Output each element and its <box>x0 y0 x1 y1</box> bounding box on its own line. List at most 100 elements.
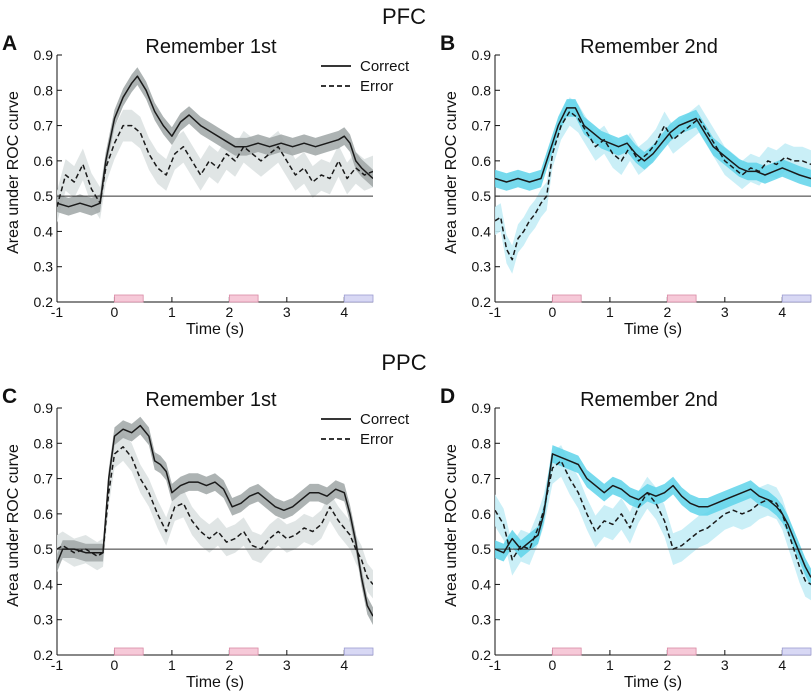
panel-c: C Remember 1st 0.2 0.3 0.4 0.5 0.6 0.7 0.8 0.9 -1 0… <box>2 385 410 691</box>
y-tick-label: 0.9 <box>34 400 54 416</box>
x-axis-label: Time (s) <box>624 674 682 691</box>
stimulus-marker <box>114 647 144 656</box>
stimulus-marker <box>228 294 259 303</box>
x-tick-label: 2 <box>663 657 671 673</box>
x-axis-label: Time (s) <box>186 321 244 338</box>
y-tick-label: 0.6 <box>34 153 54 169</box>
y-tick-label: 0.5 <box>34 541 54 557</box>
panel-title: Remember 1st <box>145 389 277 411</box>
x-tick-label: 4 <box>778 657 786 673</box>
panel-b: B Remember 2nd 0.2 0.3 0.4 0.5 0.6 0.7 0.8 0.9 -1 0… <box>440 32 812 338</box>
y-tick-label: 0.4 <box>472 223 492 239</box>
x-tick-label: 4 <box>340 657 348 673</box>
x-tick-label: -1 <box>51 657 64 673</box>
x-tick-label: 2 <box>225 304 233 320</box>
y-tick-label: 0.2 <box>34 294 54 310</box>
x-tick-label: 1 <box>606 304 614 320</box>
y-tick-label: 0.3 <box>34 612 54 628</box>
y-tick-label: 0.6 <box>472 506 492 522</box>
x-tick-label: -1 <box>51 304 64 320</box>
y-tick-label: 0.7 <box>472 471 492 487</box>
x-tick-label: 1 <box>168 657 176 673</box>
panel-title: Remember 1st <box>145 36 277 58</box>
x-tick-label: 3 <box>283 657 291 673</box>
y-tick-label: 0.5 <box>34 188 54 204</box>
band-error <box>495 445 811 601</box>
series-line-correct <box>57 424 373 617</box>
x-tick-label: 4 <box>778 304 786 320</box>
y-tick-label: 0.9 <box>472 47 492 63</box>
panel-letter: A <box>2 32 17 55</box>
x-tick-label: 1 <box>168 304 176 320</box>
panel-d: D Remember 2nd 0.2 0.3 0.4 0.5 0.6 0.7 0.8 0.9 -1 0… <box>440 385 812 691</box>
y-tick-label: 0.9 <box>472 400 492 416</box>
y-axis-label: Area under ROC curve <box>443 444 460 607</box>
legend: Correct Error <box>321 411 410 448</box>
band-correct <box>495 99 811 191</box>
y-tick-label: 0.7 <box>34 118 54 134</box>
x-tick-label: 2 <box>663 304 671 320</box>
panel-letter: D <box>440 385 455 408</box>
x-tick-label: 3 <box>721 304 729 320</box>
x-tick-label: 0 <box>549 304 557 320</box>
stimulus-marker <box>666 294 697 303</box>
stimulus-marker <box>343 647 374 656</box>
x-tick-label: -1 <box>489 304 502 320</box>
x-tick-label: -1 <box>489 657 502 673</box>
stimulus-marker <box>343 294 374 303</box>
x-axis-label: Time (s) <box>624 321 682 338</box>
y-tick-label: 0.9 <box>34 47 54 63</box>
stimulus-marker <box>666 647 697 656</box>
stimulus-marker <box>781 647 812 656</box>
series-line-error <box>495 460 811 586</box>
x-tick-label: 0 <box>111 657 119 673</box>
y-tick-label: 0.5 <box>472 541 492 557</box>
series-line-error <box>57 124 373 207</box>
plot-area <box>57 416 373 625</box>
series-line-correct <box>495 107 811 183</box>
series-line-error <box>57 446 373 585</box>
y-tick-label: 0.2 <box>472 647 492 663</box>
plot-area <box>495 445 811 601</box>
legend-label-error: Error <box>360 431 393 448</box>
series-line-correct <box>57 75 373 208</box>
y-tick-label: 0.8 <box>472 82 492 98</box>
legend-label-correct: Correct <box>360 411 410 428</box>
y-tick-label: 0.2 <box>472 294 492 310</box>
stimulus-marker <box>228 647 259 656</box>
band-error <box>57 432 373 599</box>
y-tick-label: 0.3 <box>34 259 54 275</box>
series-line-correct <box>495 453 811 578</box>
band-error <box>57 109 373 223</box>
y-tick-label: 0.6 <box>472 153 492 169</box>
stimulus-marker <box>114 294 144 303</box>
panel-title: Remember 2nd <box>580 36 718 58</box>
section-title-ppc: PPC <box>381 350 426 375</box>
x-tick-label: 3 <box>283 304 291 320</box>
legend-label-correct: Correct <box>360 58 410 75</box>
band-error <box>495 97 811 274</box>
stimulus-marker <box>552 294 582 303</box>
y-tick-label: 0.5 <box>472 188 492 204</box>
y-tick-label: 0.7 <box>34 471 54 487</box>
x-tick-label: 4 <box>340 304 348 320</box>
x-tick-label: 2 <box>225 657 233 673</box>
stimulus-marker <box>552 647 582 656</box>
panel-a: A Remember 1st 0.2 0.3 0.4 0.5 0.6 0.7 0.8 0.9 -1 0… <box>2 32 410 338</box>
x-tick-label: 1 <box>606 657 614 673</box>
x-axis-label: Time (s) <box>186 674 244 691</box>
x-tick-label: 0 <box>549 657 557 673</box>
series-line-error <box>495 110 811 261</box>
y-tick-label: 0.6 <box>34 506 54 522</box>
panel-letter: B <box>440 32 455 55</box>
y-tick-label: 0.4 <box>472 576 492 592</box>
y-tick-label: 0.2 <box>34 647 54 663</box>
legend: Correct Error <box>321 58 410 95</box>
y-axis-label: Area under ROC curve <box>5 444 22 607</box>
y-tick-label: 0.3 <box>472 259 492 275</box>
x-tick-label: 0 <box>111 304 119 320</box>
y-axis-label: Area under ROC curve <box>443 91 460 254</box>
